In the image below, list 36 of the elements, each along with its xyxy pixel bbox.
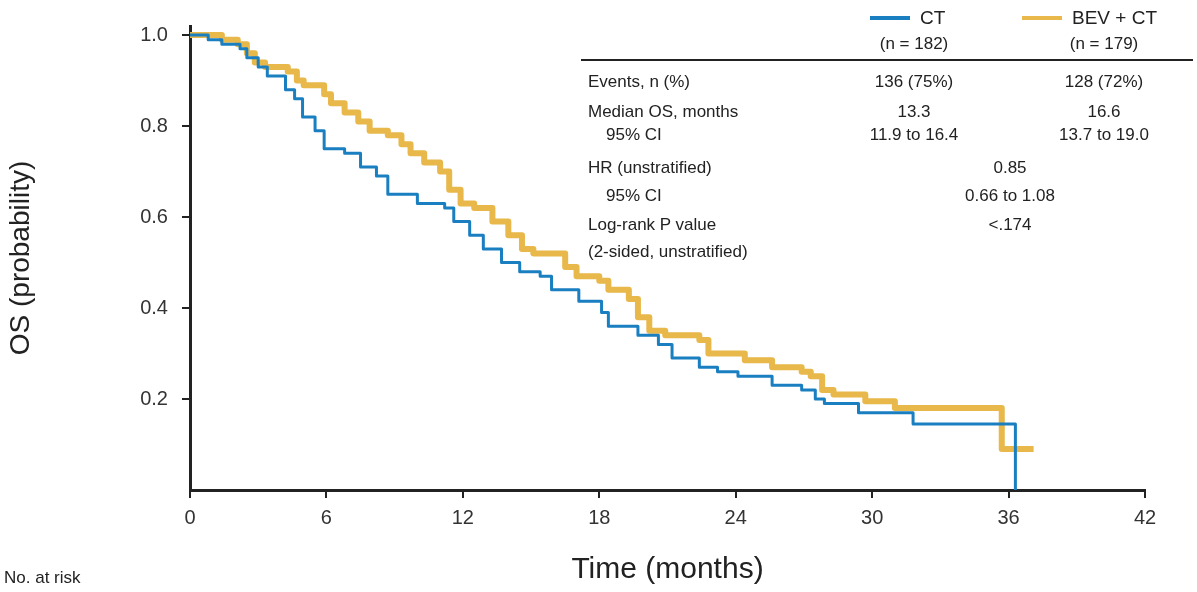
annotation: 0.85 [993, 158, 1027, 178]
y-axis-title: OS (probability) [3, 160, 35, 356]
annotation: 13.3 [897, 102, 931, 122]
y-tick-label: 0.2 [140, 386, 168, 409]
legend-label: BEV + CT [1072, 7, 1157, 29]
x-tick-label: 18 [588, 505, 611, 528]
x-tick-label: 6 [320, 505, 332, 528]
annotation: Median OS, months [588, 102, 739, 122]
x-tick-label: 36 [997, 505, 1020, 528]
annotation: HR (unstratified) [588, 158, 712, 178]
annotation: (n = 179) [1069, 34, 1139, 54]
annotation: (n = 182) [879, 34, 949, 54]
annotation: 11.9 to 16.4 [869, 125, 959, 145]
x-tick-label: 0 [184, 505, 196, 528]
annotation: 136 (75%) [874, 72, 954, 92]
annotation: (2-sided, unstratified) [588, 242, 748, 262]
y-tick-label: 1.0 [140, 22, 168, 45]
text: No. at risk [4, 568, 81, 588]
annotation: <.174 [988, 215, 1032, 235]
legend-label: CT [920, 7, 946, 29]
x-axis-title: Time (months) [571, 551, 764, 585]
annotation: 128 (72%) [1064, 72, 1144, 92]
y-tick-label: 0.4 [140, 295, 168, 318]
x-tick-label: 12 [451, 505, 474, 528]
annotation: 13.7 to 19.0 [1059, 125, 1149, 145]
annotation: Log-rank P value [588, 215, 717, 235]
annotation: 95% CI [606, 186, 662, 206]
x-tick-label: 42 [1133, 505, 1157, 528]
annotation: 0.66 to 1.08 [965, 186, 1055, 206]
annotation: Events, n (%) [588, 72, 691, 92]
annotation: 95% CI [606, 125, 662, 145]
x-tick-label: 24 [724, 505, 747, 528]
annotation: 16.6 [1087, 102, 1121, 122]
x-tick-label: 30 [861, 505, 884, 528]
y-tick-label: 0.6 [140, 204, 168, 227]
y-tick-label: 0.8 [140, 113, 168, 136]
